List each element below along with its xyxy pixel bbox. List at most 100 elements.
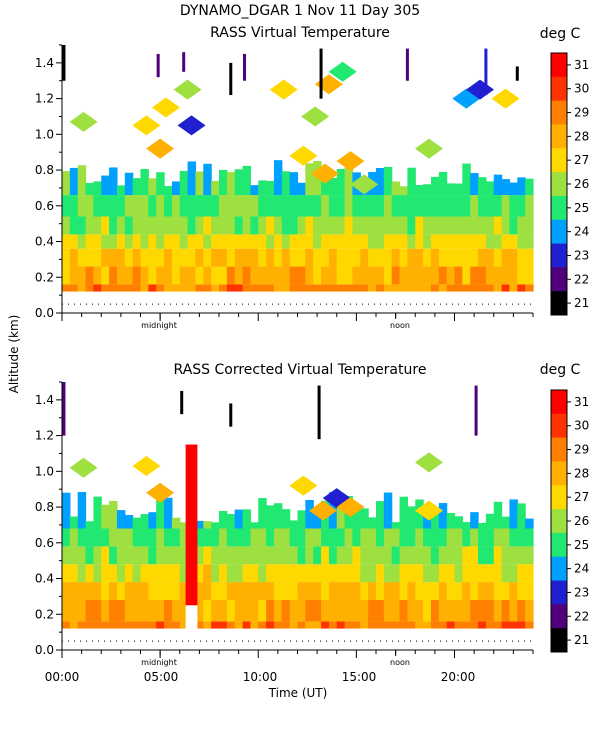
heatmap-cell xyxy=(258,582,267,600)
heatmap-cell xyxy=(156,172,165,196)
heatmap-cell xyxy=(62,171,71,196)
y-tick-label: 0.2 xyxy=(35,270,54,284)
heatmap-cell xyxy=(493,582,503,600)
heatmap-cell xyxy=(430,176,440,196)
heatmap-cell xyxy=(148,621,157,629)
heatmap-cell xyxy=(438,599,448,622)
heatmap-cell xyxy=(62,564,71,583)
heatmap-cell xyxy=(234,582,244,600)
heatmap-cell xyxy=(258,546,267,565)
heatmap-cell xyxy=(266,180,275,196)
y-tick-label: 1.4 xyxy=(35,393,54,407)
heatmap-cell xyxy=(525,564,534,583)
heatmap-cell xyxy=(109,599,118,622)
heatmap-cell xyxy=(85,182,94,196)
heatmap-cell xyxy=(430,507,440,529)
heatmap-cell xyxy=(195,248,204,267)
heatmap-cell xyxy=(226,266,236,285)
heatmap-cell xyxy=(321,599,330,622)
heatmap-cell xyxy=(234,284,244,292)
heatmap-cell xyxy=(399,284,408,292)
heatmap-cell xyxy=(493,528,503,547)
y-tick-label: 0.8 xyxy=(35,163,54,177)
heatmap-cell xyxy=(171,599,181,622)
heatmap-cell xyxy=(478,564,487,583)
spike-mark xyxy=(474,385,478,436)
heatmap-cell xyxy=(69,621,79,629)
heatmap-cell xyxy=(352,582,361,600)
heatmap-cell xyxy=(360,248,369,267)
heatmap-cell xyxy=(226,582,236,600)
heatmap-cell xyxy=(415,216,424,235)
heatmap-cell xyxy=(258,248,267,267)
heatmap-cell xyxy=(85,621,94,629)
heatmap-cell xyxy=(85,234,94,249)
heatmap-cell xyxy=(509,216,518,235)
heatmap-cell xyxy=(266,505,275,529)
y-tick-label: 0.8 xyxy=(35,500,54,514)
heatmap-cell xyxy=(517,195,526,217)
heatmap-cell xyxy=(258,528,267,547)
heatmap-cell xyxy=(234,216,244,235)
heatmap-cell xyxy=(250,564,259,583)
heatmap-cell xyxy=(148,284,157,292)
heatmap-cell xyxy=(485,234,495,249)
heatmap-cell xyxy=(430,564,440,583)
spike-mark xyxy=(229,62,233,96)
heatmap-cell xyxy=(219,234,228,249)
heatmap-cell xyxy=(517,546,526,565)
heatmap-cell xyxy=(368,248,377,267)
colorbar-label: 25 xyxy=(574,201,589,215)
heatmap-cell xyxy=(517,234,526,249)
heatmap-cell xyxy=(399,528,408,547)
heatmap-cell xyxy=(525,195,534,217)
y-tick-label: 0.0 xyxy=(35,306,54,320)
heatmap-cell xyxy=(423,234,432,249)
heatmap-cell xyxy=(485,513,495,529)
heatmap-cell xyxy=(446,248,456,267)
heatmap-cell xyxy=(242,599,251,622)
heatmap-cell xyxy=(501,284,511,292)
heatmap-cell xyxy=(391,284,401,292)
heatmap-cell xyxy=(493,284,503,292)
upper-cell xyxy=(336,497,365,518)
heatmap-cell xyxy=(509,234,518,249)
heatmap-cell xyxy=(132,195,142,217)
heatmap-cell xyxy=(344,195,354,217)
heatmap-cell xyxy=(501,248,511,267)
heatmap-cell xyxy=(242,266,251,285)
heatmap-cell xyxy=(501,234,511,249)
heatmap-cell xyxy=(368,564,377,583)
spike-mark xyxy=(62,382,66,436)
heatmap-cell xyxy=(69,528,79,547)
heatmap-cell xyxy=(140,195,149,217)
heatmap-cell xyxy=(305,234,314,249)
heatmap-cell xyxy=(407,528,416,547)
colorbar-label: 31 xyxy=(574,58,589,72)
heatmap-cell xyxy=(226,195,236,217)
heatmap-cell xyxy=(313,546,322,565)
heatmap-cell xyxy=(501,528,511,547)
heatmap-cell xyxy=(226,216,236,235)
heatmap-cell xyxy=(171,195,181,217)
heatmap-cell xyxy=(462,284,471,292)
colorbar-label: 29 xyxy=(574,443,589,457)
heatmap-cell xyxy=(266,564,275,583)
upper-cell xyxy=(269,79,298,100)
heatmap-cell xyxy=(93,195,102,217)
heatmap-cell xyxy=(281,564,291,583)
heatmap-cell xyxy=(203,234,212,249)
colorbar-label: 29 xyxy=(574,106,589,120)
heatmap-cell xyxy=(273,234,283,249)
heatmap-cell xyxy=(383,195,393,217)
heatmap-cell xyxy=(164,582,173,600)
y-tick-label: 0.2 xyxy=(35,607,54,621)
heatmap-cell xyxy=(509,248,518,267)
heatmap-cell xyxy=(446,599,456,622)
heatmap-cell xyxy=(368,234,377,249)
heatmap-cell xyxy=(430,216,440,235)
heatmap-cell xyxy=(266,582,275,600)
heatmap-cell xyxy=(297,234,306,249)
upper-cell xyxy=(132,115,161,136)
heatmap-cell xyxy=(211,522,220,529)
